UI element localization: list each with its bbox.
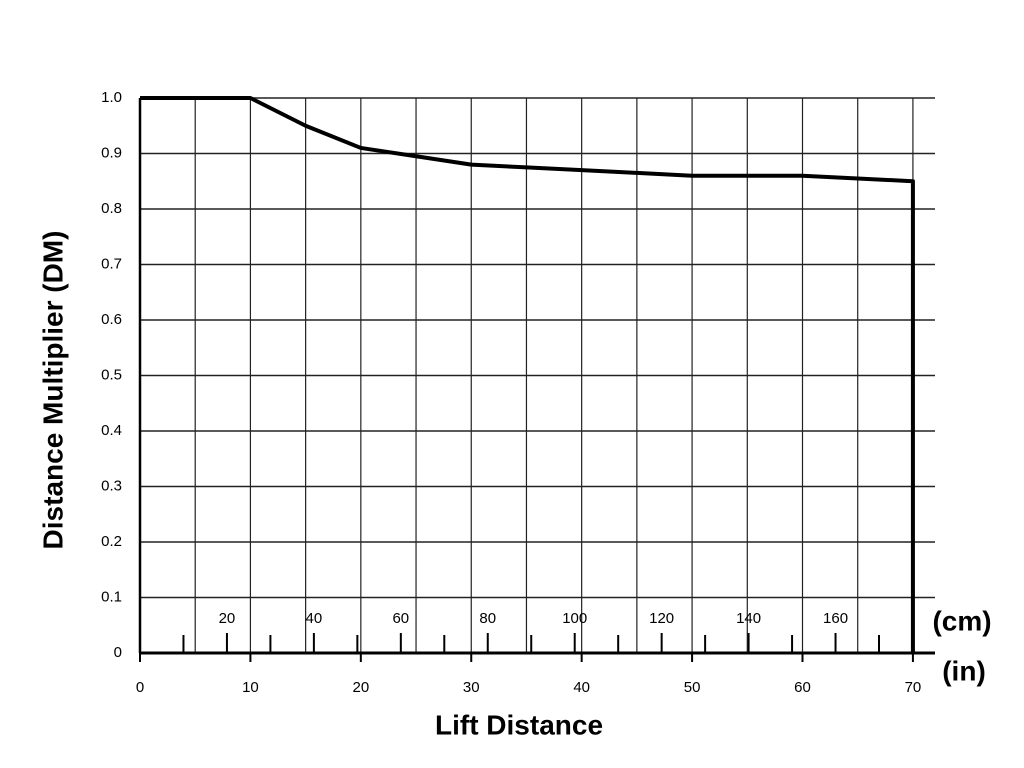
x-unit: (in) [942,655,986,686]
x-tick-label: 20 [352,679,369,696]
x2-tick-label: 40 [306,610,323,627]
y-tick-label: 0.6 [101,311,122,328]
x2-tick-label: 80 [479,610,496,627]
x-tick-label: 0 [136,679,144,696]
x-axis-label: Lift Distance [435,709,603,740]
x-tick-label: 70 [905,679,922,696]
y-tick-label: 0.9 [101,144,122,161]
data-line [140,96,915,653]
x-tick-label: 50 [684,679,701,696]
x-tick-label: 40 [573,679,590,696]
x2-tick-label: 160 [823,610,848,627]
x2-tick-label: 60 [392,610,409,627]
x2-unit: (cm) [932,605,991,636]
y-tick-label: 0 [114,644,122,661]
y-tick-label: 0.3 [101,477,122,494]
y-tick-label: 0.5 [101,366,122,383]
y-tick-label: 1.0 [101,89,122,106]
y-tick-label: 0.4 [101,422,122,439]
y-tick-label: 0.2 [101,533,122,550]
x2-tick-label: 100 [562,610,587,627]
y-tick-label: 0.8 [101,200,122,217]
x2-tick-label: 120 [649,610,674,627]
x-tick-label: 30 [463,679,480,696]
y-tick-label: 0.7 [101,255,122,272]
x2-tick-label: 140 [736,610,761,627]
x2-tick-label: 20 [219,610,236,627]
x-tick-label: 10 [242,679,259,696]
y-tick-label: 0.1 [101,588,122,605]
y-axis-label: Distance Multiplier (DM) [37,231,68,550]
x-tick-label: 60 [794,679,811,696]
